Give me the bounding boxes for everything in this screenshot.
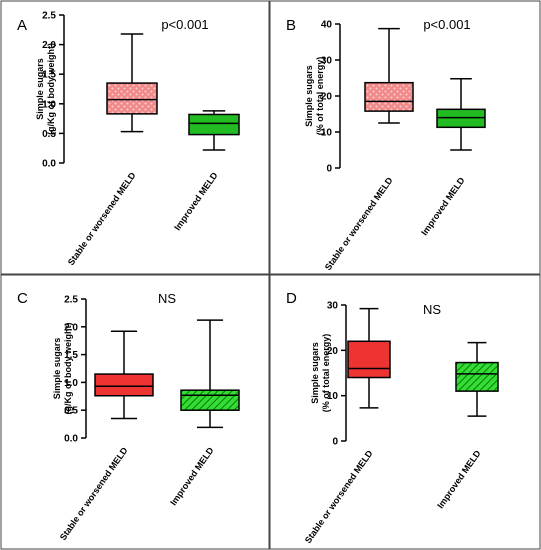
significance-annotation: NS [423, 302, 441, 317]
y-axis-label: Simple sugars(g/Kg of body weight) [35, 43, 56, 135]
y-tick-label: 2.5 [42, 11, 56, 22]
x-category-label: Improved MELD [435, 448, 483, 510]
significance-annotation: p<0.001 [161, 17, 208, 32]
x-category-label: Stable or worsened MELD [323, 175, 395, 272]
panel-frame-a [0, 0, 270, 275]
box-improved [188, 110, 240, 151]
y-axis-label: Simple sugars(% of total energy) [304, 57, 325, 136]
y-tick-label: 0.0 [42, 159, 56, 170]
y-tick-label: 0.5 [42, 129, 56, 140]
y-tick-label: 10 [321, 128, 333, 139]
y-axis-label-line: (% of total energy) [315, 57, 325, 136]
y-axis-label: Simple sugars(% of total energy) [310, 334, 331, 413]
x-category-label: Stable or worsened MELD [303, 448, 375, 545]
y-tick-label: 1.0 [42, 99, 56, 110]
y-tick-label: 1.0 [64, 378, 78, 389]
y-tick-label: 20 [321, 92, 333, 103]
y-axis-label-line: Simple sugars [52, 338, 62, 400]
y-axis-label-line: (% of total energy) [321, 334, 331, 413]
y-tick-label: 30 [321, 56, 333, 67]
y-axis-label-line: (g/Kg of body weight) [46, 43, 56, 135]
y-axis-label: Simple sugars(g/Kg of body weight) [52, 323, 73, 415]
y-tick-label: 20 [327, 346, 339, 357]
iqr-box [347, 340, 391, 379]
panel-c: C NS 0.0 0.5 1.0 1.5 2.0 2.5 Simple sugars(g/Kg … [17, 290, 240, 542]
iqr-box [106, 82, 158, 115]
y-tick-label: 40 [321, 20, 333, 31]
iqr-box [364, 81, 414, 112]
y-tick-label: 2.5 [64, 295, 78, 306]
panel-letter: A [17, 17, 27, 34]
y-axis-label-line: Simple sugars [35, 58, 45, 120]
significance-annotation: NS [158, 291, 176, 306]
y-tick-label: 1.5 [42, 70, 56, 81]
panel-d: D NS 0 10 20 30 Simple sugars(% of total energ… [286, 290, 499, 545]
y-axis-label-line: Simple sugars [310, 342, 320, 404]
box-improved [436, 77, 486, 151]
box-stable-or-worsened [347, 307, 391, 409]
x-category-label: Stable or worsened MELD [66, 170, 138, 267]
y-tick-label: 10 [327, 391, 339, 402]
iqr-box [188, 113, 240, 136]
y-tick-label: 0.0 [64, 434, 78, 445]
x-category-label: Stable or worsened MELD [58, 445, 130, 542]
y-tick-label: 1.5 [64, 350, 78, 361]
iqr-box [455, 361, 499, 392]
y-axis-label-line: (g/Kg of body weight) [63, 323, 73, 415]
box-stable-or-worsened [106, 33, 158, 133]
significance-annotation: p<0.001 [423, 17, 470, 32]
box-improved [180, 319, 240, 429]
y-tick-label: 2.0 [64, 322, 78, 333]
x-category-label: Improved MELD [168, 445, 216, 507]
y-axis-label-line: Simple sugars [304, 65, 314, 127]
panel-letter: D [286, 290, 297, 307]
iqr-box [94, 373, 154, 397]
box-stable-or-worsened [364, 27, 414, 124]
panel-letter: C [17, 290, 28, 307]
box-stable-or-worsened [94, 330, 154, 420]
iqr-box [180, 389, 240, 411]
box-improved [455, 341, 499, 417]
y-tick-label: 2.0 [42, 40, 56, 51]
panel-frame-c [0, 274, 270, 550]
panel-letter: B [286, 17, 296, 34]
panel-frame-b [269, 0, 541, 275]
y-tick-label: 30 [327, 301, 339, 312]
y-tick-label: 0 [326, 164, 332, 175]
panel-frame-d [269, 274, 541, 550]
y-tick-label: 0.5 [64, 406, 78, 417]
y-tick-label: 0 [332, 437, 338, 448]
x-category-label: Improved MELD [172, 170, 220, 232]
x-category-label: Improved MELD [419, 175, 467, 237]
